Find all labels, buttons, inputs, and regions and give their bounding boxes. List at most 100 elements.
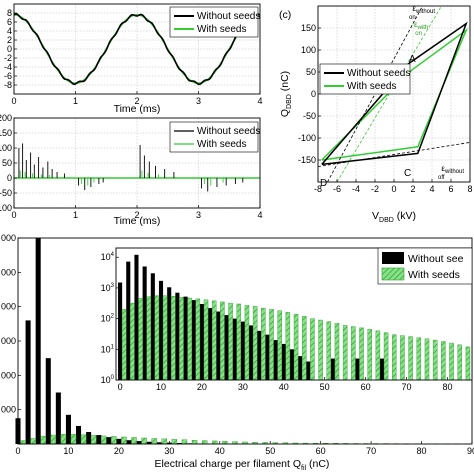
vertex-label-c: C: [404, 168, 411, 179]
x-tick-label: 0: [118, 382, 123, 392]
x-tick-label: 1: [73, 210, 78, 220]
inset-bar-without-seeds: [142, 266, 147, 380]
x-tick-label: 30: [238, 382, 248, 392]
x-tick-label: 80: [442, 382, 452, 392]
x-tick-label: 3: [196, 96, 201, 106]
y-tick-label: 150: [301, 23, 316, 33]
y-tick-label: 8: [7, 8, 12, 18]
histogram-chart: 0102030405060708090000000000000000000 El…: [1, 233, 474, 472]
y-tick-label: 104: [101, 252, 115, 262]
x-tick-label: 3: [196, 210, 201, 220]
eps-with-on: εwith on: [414, 20, 428, 37]
y-tick-label: -2: [4, 53, 12, 63]
bar-without-seeds: [45, 358, 51, 444]
slope-without-off: [318, 142, 470, 167]
inset-bar-with-seeds: [383, 332, 389, 381]
y-tick-label: -8: [4, 80, 12, 90]
y-tick-label: -150: [298, 155, 316, 165]
y-tick-label: 103: [101, 283, 115, 293]
inset-bar-with-seeds: [187, 297, 192, 381]
inset-bar-with-seeds: [236, 303, 242, 381]
bar-without-seeds: [156, 442, 162, 444]
x-tick-label: 4: [257, 210, 262, 220]
inset-bar-with-seeds: [269, 309, 274, 381]
inset-bar-without-seeds: [216, 311, 221, 380]
y-tick-label: 0: [7, 44, 12, 54]
bar-without-seeds: [136, 441, 142, 444]
inset-bar-with-seeds: [130, 302, 135, 381]
inset-bar-with-seeds: [318, 319, 323, 381]
x-tick-label: 6: [448, 184, 453, 194]
inset-bar-without-seeds: [118, 282, 123, 380]
voltage-legend: Without seeds With seeds: [169, 6, 260, 38]
bar-without-seeds: [126, 440, 132, 444]
bar-with-seeds: [80, 434, 87, 445]
bar-with-seeds: [201, 440, 208, 445]
bar-without-seeds: [55, 392, 61, 444]
bar-without-seeds: [146, 441, 152, 444]
y-tick-label: 000: [1, 370, 16, 380]
lissajous-x-axis-label: VDBD (kV): [372, 210, 416, 224]
inset-bar-with-seeds: [179, 296, 184, 381]
inset-bar-with-seeds: [285, 312, 291, 381]
inset-bar-with-seeds: [301, 315, 307, 381]
y-tick-label: 000: [1, 233, 16, 243]
x-tick-label: 2: [410, 184, 415, 194]
inset-bar-without-seeds: [265, 334, 270, 380]
voltage-legend-with: With seeds: [197, 24, 246, 35]
x-tick-label: 20: [197, 382, 207, 392]
inset-bar-with-seeds: [465, 346, 471, 381]
y-tick-label: 6: [7, 17, 12, 27]
lissajous-legend-without: Without seeds: [347, 68, 410, 79]
inset-bar-with-seeds: [342, 325, 348, 381]
y-tick-label: 0: [311, 89, 316, 99]
lissajous-legend: Without seeds With seeds: [319, 63, 410, 95]
histogram-legend-with: With seeds: [408, 269, 460, 281]
x-tick-label: -8: [314, 184, 322, 194]
inset-bar-without-seeds: [379, 358, 385, 380]
inset-bar-without-seeds: [306, 361, 311, 380]
inset-bar-with-seeds: [121, 309, 127, 381]
inset-bar-without-seeds: [126, 261, 131, 380]
inset-bar-without-seeds: [240, 321, 245, 380]
y-tick-label: 000: [1, 302, 16, 312]
bar-with-seeds: [161, 438, 168, 445]
y-tick-label: 100: [101, 375, 115, 385]
bar-with-seeds: [101, 435, 107, 445]
x-tick-label: 60: [361, 382, 371, 392]
x-tick-label: 0: [11, 210, 16, 220]
inset-bar-without-seeds: [208, 308, 213, 380]
histogram-legend-without: Without see: [408, 253, 464, 265]
inset-bar-without-seeds: [257, 330, 262, 380]
y-tick-label: 4: [7, 26, 12, 36]
bar-with-seeds: [131, 437, 137, 445]
bar-with-seeds: [181, 439, 188, 445]
inset-bar-with-seeds: [367, 329, 372, 381]
x-tick-label: 80: [417, 446, 427, 456]
x-tick-label: 70: [402, 382, 412, 392]
x-tick-label: 20: [114, 446, 124, 456]
bar-without-seeds: [35, 238, 41, 444]
bar-without-seeds: [25, 320, 31, 444]
inset-bar-with-seeds: [326, 321, 332, 381]
inset-bar-with-seeds: [293, 313, 299, 381]
x-tick-label: 0: [391, 184, 396, 194]
x-tick-label: 2: [134, 96, 139, 106]
inset-bar-without-seeds: [183, 296, 188, 380]
x-tick-label: 50: [320, 382, 330, 392]
x-tick-label: 30: [164, 446, 174, 456]
bar-without-seeds: [76, 425, 82, 444]
bar-with-seeds: [20, 440, 26, 445]
x-tick-label: 2: [134, 210, 139, 220]
loop-without-seeds: [321, 21, 468, 166]
bar-with-seeds: [141, 437, 147, 445]
y-tick-label: -4: [4, 62, 12, 72]
inset-bar-with-seeds: [211, 300, 217, 381]
current-legend-without: Without seeds: [197, 126, 260, 137]
inset-bar-with-seeds: [375, 330, 381, 381]
x-tick-label: 8: [467, 184, 472, 194]
current-x-axis-label: Time (ms): [114, 215, 161, 227]
histogram-legend: Without see With seeds: [377, 247, 473, 285]
y-tick-label: 2: [7, 35, 12, 45]
